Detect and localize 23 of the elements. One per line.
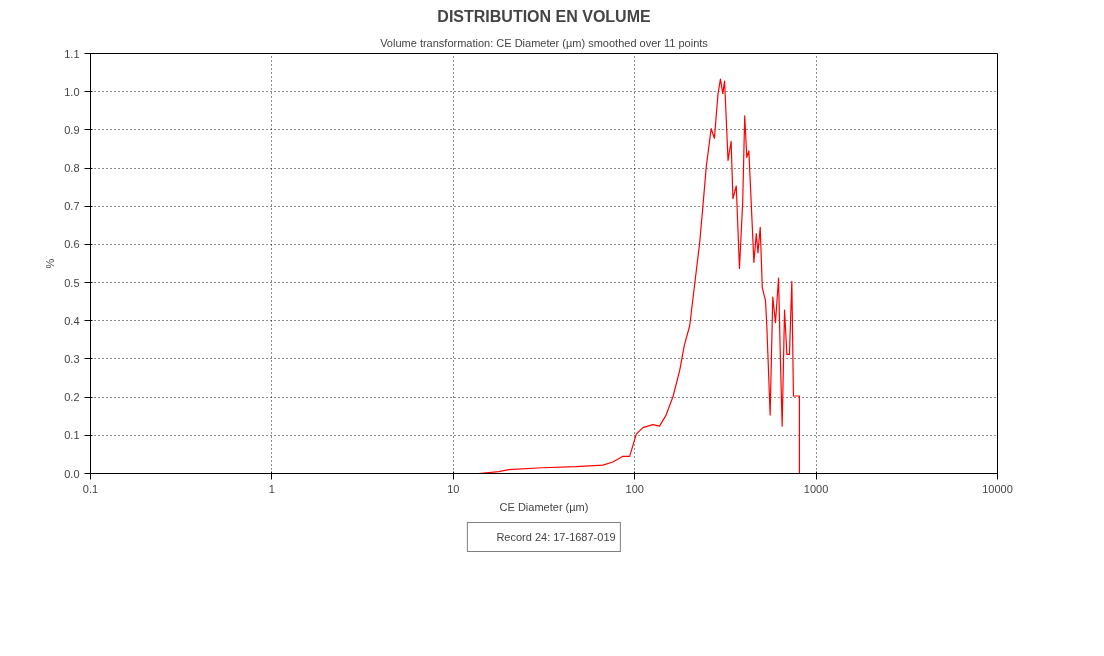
y-tick-label: 1.1 (64, 47, 80, 60)
y-tick-label: 0.1 (64, 429, 80, 442)
x-axis-title: CE Diameter (µm) (499, 500, 589, 513)
text: Record 24: 17-1687-019 (496, 531, 616, 543)
y-tick-label: 0.5 (64, 276, 80, 289)
y-tick-label: 0.9 (64, 123, 80, 136)
y-tick-label: 0.7 (64, 200, 80, 213)
chart-subtitle: Volume transformation: CE Diameter (µm) smoothed over 11 points (380, 36, 709, 49)
x-tick-label: 1000 (803, 482, 829, 495)
x-tick-label: 10000 (982, 482, 1013, 495)
y-tick-label: 0.2 (64, 391, 80, 404)
x-tick-label: 100 (625, 482, 644, 495)
x-tick-label: 1 (268, 482, 275, 495)
y-tick-label: 0.0 (64, 467, 80, 480)
y-tick-label: 0.4 (64, 314, 80, 327)
y-tick-label: 0.8 (64, 162, 80, 175)
y-tick-label: 0.3 (64, 352, 80, 365)
x-tick-label: 10 (447, 482, 460, 495)
y-tick-label: 0.6 (64, 238, 80, 251)
y-axis-title: % (44, 258, 57, 269)
chart-title: DISTRIBUTION EN VOLUME (437, 7, 651, 25)
y-tick-label: 1.0 (64, 85, 80, 98)
x-tick-label: 0.1 (82, 482, 99, 495)
